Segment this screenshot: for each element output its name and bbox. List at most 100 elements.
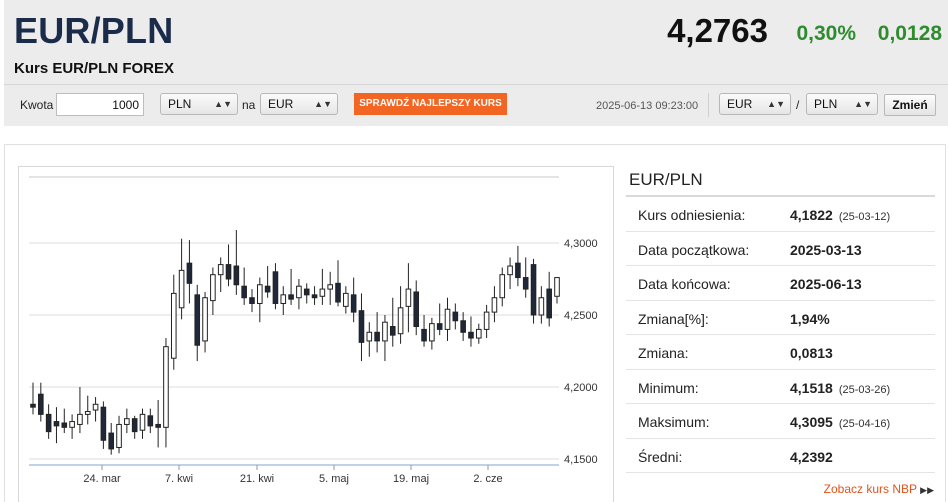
converter-bar: Kwota PLN ▲▼ na EUR ▲▼ SPRAWDŹ NAJLEPSZY…: [4, 84, 948, 124]
info-table: Kurs odniesienia: 4,1822 (25-03-12) Data …: [626, 197, 935, 473]
candle-down: [38, 393, 44, 415]
info-label: Data końcowa:: [638, 276, 731, 292]
candle-down: [460, 320, 466, 333]
candle-down: [522, 277, 529, 290]
candle-down: [147, 415, 154, 427]
info-label: Zmiana:: [638, 345, 689, 361]
info-label: Kurs odniesienia:: [638, 207, 746, 223]
candlestick-chart: 4,3000 4,2500 4,2000 4,1500 24. mar 7. kwi 21.…: [29, 176, 598, 485]
candle-down: [303, 288, 310, 296]
current-rate: 4,2763: [667, 12, 768, 49]
candle-up: [366, 331, 373, 342]
info-label: Minimum:: [638, 379, 699, 396]
pair-right-select[interactable]: PLN ▲▼: [806, 93, 878, 115]
candle-down: [350, 294, 357, 313]
candle-down: [272, 271, 279, 304]
to-currency-value: EUR: [268, 97, 294, 111]
candle-up: [327, 284, 333, 290]
info-value: 2025-06-13: [790, 276, 862, 292]
candle-down: [468, 331, 474, 339]
nbp-link-text: Zobacz kurs NBP: [823, 482, 917, 496]
x-tick-label: 24. mar: [83, 473, 121, 485]
candle-up: [280, 294, 287, 304]
candle-up: [163, 346, 169, 428]
info-value: 0,0813: [790, 345, 833, 361]
candle-up: [554, 277, 560, 297]
to-currency-select[interactable]: EUR ▲▼: [260, 93, 338, 115]
candle-up: [84, 410, 91, 415]
rate-timestamp: 2025-06-13 09:23:00: [596, 100, 699, 112]
pair-left-value: EUR: [727, 97, 753, 111]
info-value: 4,1822: [790, 207, 833, 223]
y-tick-label: 4,1500: [564, 454, 598, 466]
candle-down: [413, 291, 420, 328]
info-date: (25-04-16): [838, 418, 891, 430]
candle-down: [61, 422, 68, 428]
change-absolute: 0,0128: [877, 22, 942, 45]
from-currency-select[interactable]: PLN ▲▼: [160, 93, 238, 115]
chart-container: 4,3000 4,2500 4,2000 4,1500 24. mar 7. kwi 21.…: [18, 166, 614, 502]
candle-up: [296, 285, 302, 299]
pair-separator: /: [796, 98, 800, 112]
candle-down: [421, 328, 427, 342]
candle-up: [538, 297, 545, 316]
candle-up: [397, 307, 404, 335]
content-panel: [4, 144, 946, 502]
amount-input[interactable]: [56, 93, 144, 116]
double-chevron-right-icon: ▶▶: [920, 485, 934, 495]
candle-up: [507, 265, 513, 276]
x-tick-label: 2. cze: [473, 473, 502, 485]
from-currency-value: PLN: [168, 97, 192, 111]
info-label: Średni:: [638, 448, 683, 465]
candle-down: [53, 421, 60, 427]
candle-up: [405, 288, 412, 307]
candle-down: [515, 262, 521, 279]
info-row-reference: Kurs odniesienia: 4,1822 (25-03-12): [626, 197, 935, 232]
info-value: 4,3095: [790, 414, 833, 430]
info-row-start-date: Data początkowa: 2025-03-13: [626, 232, 935, 266]
candle-up: [499, 274, 506, 299]
candle-down: [546, 288, 552, 319]
best-rate-button[interactable]: SPRAWDŹ NAJLEPSZY KURS: [354, 93, 507, 115]
x-tick-label: 19. maj: [393, 473, 429, 485]
info-row-end-date: Data końcowa: 2025-06-13: [626, 266, 935, 301]
nbp-rate-link[interactable]: Zobacz kurs NBP ▶▶: [824, 482, 934, 496]
pair-title: EUR/PLN: [14, 10, 174, 51]
candle-down: [249, 297, 255, 304]
pair-left-select[interactable]: EUR ▲▼: [719, 93, 791, 115]
candle-down: [264, 285, 271, 293]
candle-up: [92, 403, 99, 411]
info-date: (25-03-12): [838, 211, 891, 223]
candle-up: [139, 413, 146, 431]
x-tick-label: 7. kwi: [165, 473, 193, 485]
to-label: na: [242, 98, 256, 112]
candle-up: [429, 323, 435, 342]
candle-down: [311, 294, 318, 299]
candle-up: [210, 274, 216, 302]
x-tick-label: 5. maj: [319, 473, 349, 485]
info-value: 1,94%: [790, 310, 830, 327]
candle-up: [116, 423, 122, 448]
candle-down: [233, 265, 240, 286]
y-tick-label: 4,3000: [564, 238, 598, 250]
candle-up: [483, 311, 490, 330]
select-arrows-icon: ▲▼: [214, 99, 232, 109]
candle-up: [343, 292, 349, 307]
info-date: (25-03-26): [838, 383, 891, 396]
info-divider: [626, 195, 935, 197]
pair-subtitle: Kurs EUR/PLN FOREX: [14, 60, 175, 77]
change-button[interactable]: Zmień: [884, 94, 936, 116]
candle-down: [225, 264, 232, 280]
change-percent: 0,30%: [796, 22, 856, 45]
y-tick-label: 4,2500: [564, 310, 598, 322]
info-value: 4,1518: [790, 379, 833, 396]
candle-down: [335, 282, 341, 303]
info-title: EUR/PLN: [629, 170, 703, 189]
candle-down: [288, 294, 294, 300]
candle-up: [257, 284, 263, 304]
candle-up: [382, 321, 388, 342]
info-value: 4,2392: [790, 448, 833, 465]
info-label: Maksimum:: [638, 414, 710, 430]
candle-down: [241, 285, 247, 299]
candle-up: [217, 264, 224, 276]
